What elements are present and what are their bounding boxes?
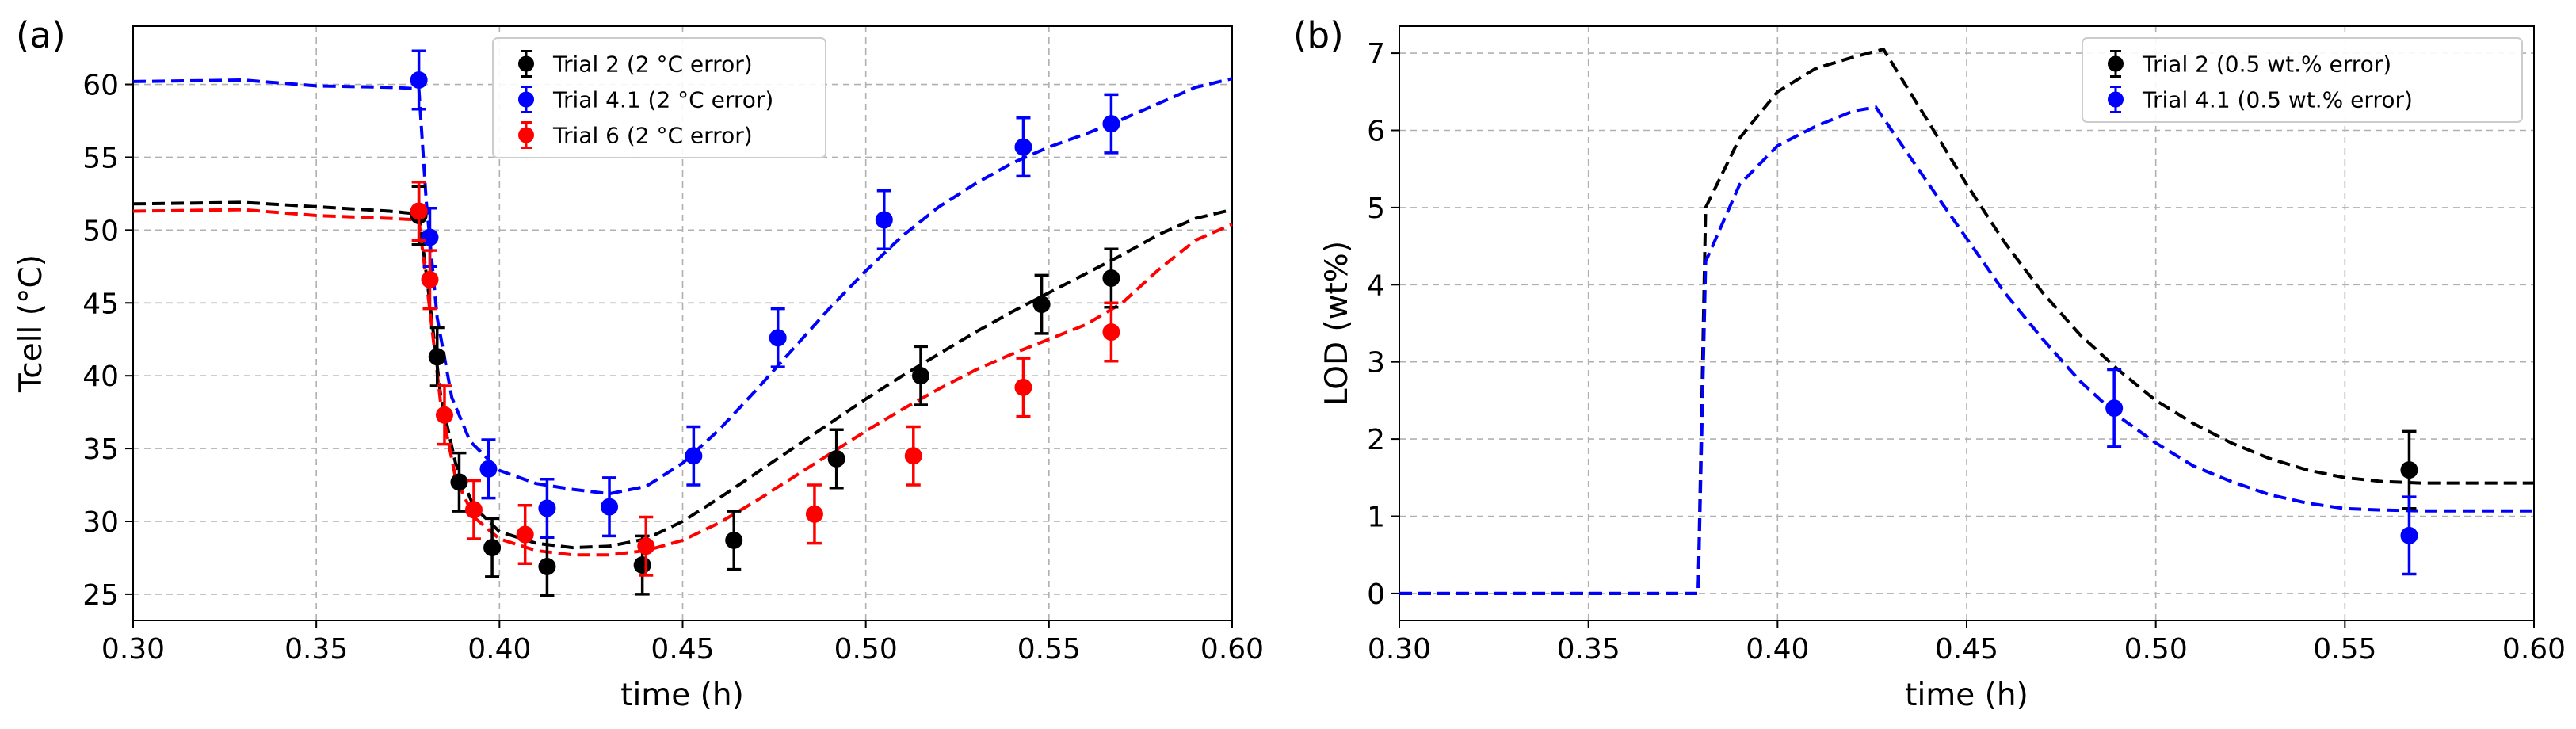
x-tick-label: 0.50 [834,633,898,666]
legend-marker [2108,91,2124,108]
data-point-series-3 [516,525,534,544]
y-tick-label: 30 [82,506,119,539]
x-tick-label: 0.55 [1017,633,1081,666]
data-point-series-1 [2400,461,2418,479]
data-point-series-2 [479,460,498,478]
data-point-series-3 [1014,378,1032,396]
data-point-series-2 [421,228,439,246]
legend-box [2082,37,2523,123]
x-tick-label: 0.45 [651,633,714,666]
data-point-series-3 [904,447,922,465]
data-point-series-1 [428,348,446,366]
legend-entry-label: Trial 2 (0.5 wt.% error) [2142,52,2391,78]
x-tick-label: 0.35 [1557,633,1620,666]
panel-a-label: (a) [16,14,66,56]
x-tick-label: 0.30 [101,633,165,666]
panel-a-ylabel: Tcell (°C) [13,254,49,393]
panel-a-ticks: 0.30 0.35 0.40 0.45 0.50 0.55 0.60 25 30 35 40 45 50… [82,70,1264,666]
data-point-series-3 [435,406,453,424]
y-tick-label: 1 [1367,502,1385,534]
data-point-series-1 [1102,269,1120,288]
data-point-series-2 [1014,138,1032,156]
panel-b-label: (b) [1293,14,1344,56]
legend-box [492,37,826,158]
panel-b-ticks: 0.30 0.35 0.40 0.45 0.50 0.55 0.60 0 1 2 3 4 5 6 7 [1367,38,2566,666]
model-line-series-1 [1399,47,2534,595]
x-tick-label: 0.45 [1935,633,1998,666]
data-point-series-1 [1032,296,1051,314]
x-tick-label: 0.30 [1368,633,1431,666]
x-tick-label: 0.40 [467,633,531,666]
y-tick-label: 4 [1367,269,1385,302]
panel-b-xlabel: time (h) [1905,677,2028,713]
data-point-series-2 [538,499,556,517]
model-line-series-3 [132,208,1233,557]
y-tick-label: 2 [1367,424,1385,456]
data-point-series-2 [2105,399,2124,418]
y-tick-label: 25 [82,579,119,612]
panel-b-series [1399,47,2534,595]
data-point-series-1 [538,557,556,575]
legend-marker [518,127,534,143]
data-point-series-2 [410,71,428,90]
y-tick-label: 35 [82,433,119,466]
legend-marker [2108,55,2124,72]
x-tick-label: 0.35 [284,633,348,666]
x-tick-label: 0.60 [2502,633,2566,666]
data-point-series-1 [912,367,930,385]
data-point-series-1 [483,539,502,557]
data-point-series-2 [601,498,619,516]
legend-marker [518,91,534,108]
data-point-series-2 [2400,526,2418,544]
panel-b: (b) 0.30 0.35 0.40 0.45 0.50 0.55 0.60 0 1 2 3 4 5 6 7… [1293,14,2566,713]
panel-a-legend: Trial 2 (2 °C error) Trial 4.1 (2 °C erro… [492,37,826,158]
y-tick-label: 50 [82,215,119,247]
legend-entry-label: Trial 4.1 (0.5 wt.% error) [2142,87,2413,113]
data-point-series-1 [633,556,651,574]
x-tick-label: 0.55 [2313,633,2376,666]
data-point-series-3 [421,270,439,288]
legend-entry-label: Trial 2 (2 °C error) [552,52,753,78]
x-tick-label: 0.60 [1200,633,1264,666]
model-line-series-2 [1399,105,2534,595]
y-tick-label: 55 [82,142,119,174]
legend-marker [518,55,534,72]
x-tick-label: 0.50 [2124,633,2188,666]
y-tick-label: 40 [82,361,119,393]
data-point-series-3 [464,501,483,519]
data-point-series-2 [685,447,703,465]
data-point-series-1 [725,531,743,549]
data-point-series-3 [410,202,428,220]
y-tick-label: 6 [1367,115,1385,147]
legend-entry-label: Trial 6 (2 °C error) [552,123,753,149]
legend-entry-label: Trial 4.1 (2 °C error) [552,87,773,113]
panel-b-legend: Trial 2 (0.5 wt.% error) Trial 4.1 (0.5 w… [2082,37,2523,123]
panel-b-ylabel: LOD (wt%) [1319,241,1355,406]
y-tick-label: 5 [1367,193,1385,225]
data-point-series-1 [827,449,845,468]
y-tick-label: 0 [1367,578,1385,611]
data-point-series-1 [450,473,468,491]
panel-a: (a) 0.30 0.35 0.40 0.45 0.50 0.55 0.60 25 30 35 40… [13,14,1264,713]
x-tick-label: 0.40 [1746,633,1809,666]
panel-a-series [132,49,1233,597]
y-tick-label: 7 [1367,38,1385,71]
model-line-series-2 [132,77,1233,496]
data-point-series-2 [769,329,787,347]
panel-a-xlabel: time (h) [620,677,744,713]
data-point-series-3 [805,505,823,523]
y-tick-label: 45 [82,288,119,320]
data-point-series-3 [637,537,655,555]
data-point-series-2 [875,211,893,229]
data-point-series-3 [1102,323,1120,342]
data-point-series-2 [1102,115,1120,133]
y-tick-label: 60 [82,70,119,102]
y-tick-label: 3 [1367,347,1385,380]
panel-a-grid [132,26,1233,620]
